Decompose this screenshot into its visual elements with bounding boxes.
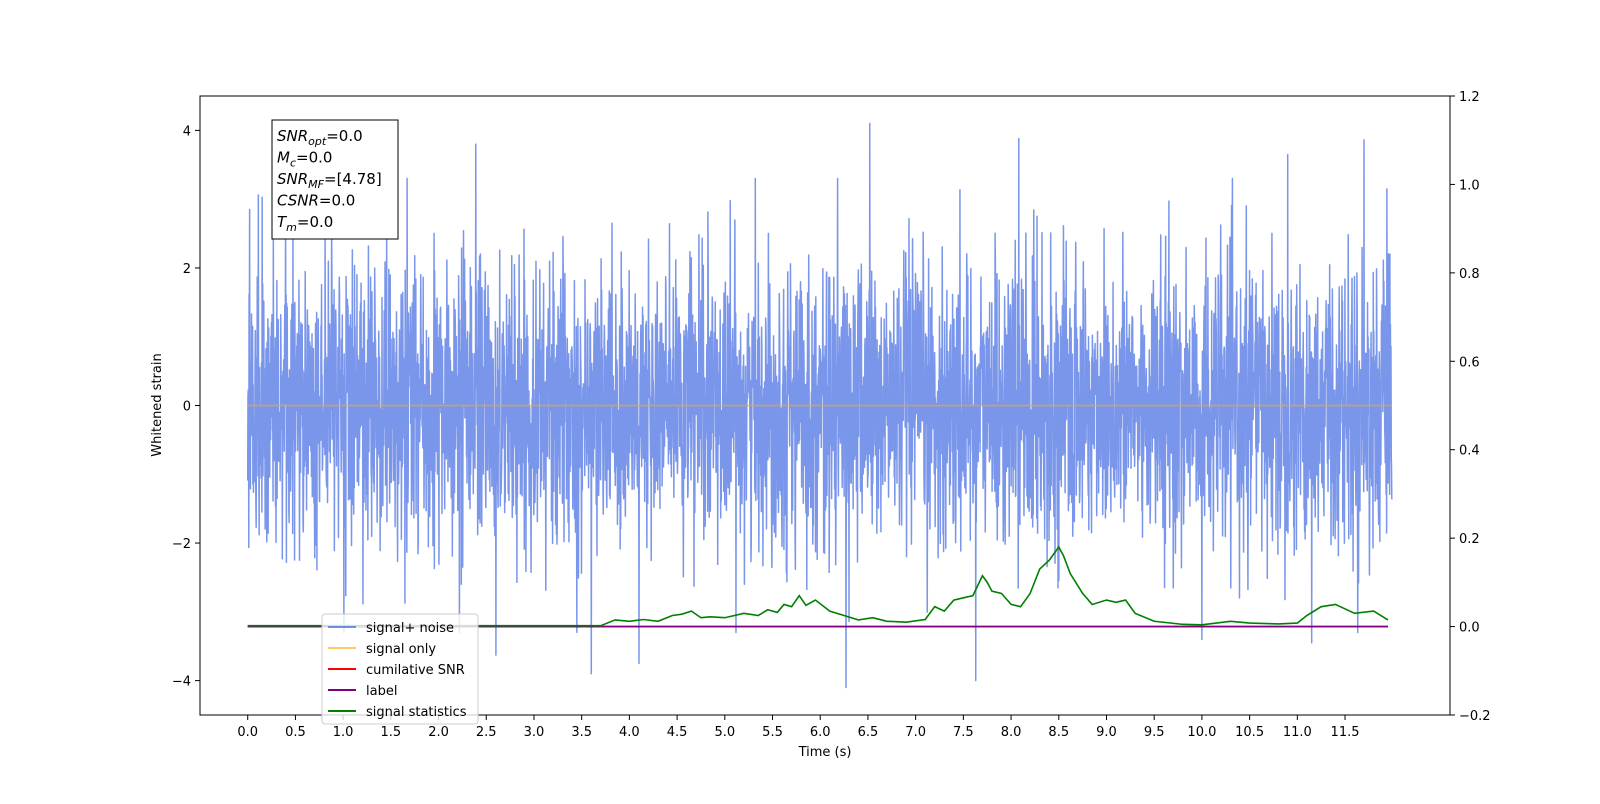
y-tick-label: 4 xyxy=(183,124,191,139)
x-tick-label: 1.0 xyxy=(333,725,354,740)
x-axis: 0.0 0.5 1.0 1.5 2.0 2.5 3.0 3.5 4.0 4.5 5.0 5.5 6.0 6… xyxy=(237,715,1360,740)
x-tick-label: 4.5 xyxy=(667,725,688,740)
legend-frame xyxy=(321,613,479,725)
x-axis-label: Time (s) xyxy=(798,745,852,760)
y2-tick-label: 0.2 xyxy=(1459,532,1480,547)
annotation-line: Mc=0.0 xyxy=(277,149,332,170)
y2-tick-label: 0.8 xyxy=(1459,267,1480,282)
y-axis-right: 1.2 1.0 0.8 0.6 0.4 0.2 0.0 −0.2 xyxy=(1450,90,1491,724)
x-tick-label: 8.5 xyxy=(1048,725,1069,740)
x-tick-label: 9.0 xyxy=(1096,725,1117,740)
x-tick-label: 8.0 xyxy=(1001,725,1022,740)
annotation-line: Tm=0.0 xyxy=(277,213,333,234)
legend-label-signal-only: signal only xyxy=(366,642,436,657)
x-tick-label: 3.0 xyxy=(524,725,545,740)
x-tick-label: 2.5 xyxy=(476,725,497,740)
series-signal-statistics xyxy=(247,545,1389,627)
x-tick-label: 7.0 xyxy=(905,725,926,740)
x-tick-label: 3.5 xyxy=(571,725,592,740)
y-axis-label: Whitened strain xyxy=(150,353,165,456)
y-tick-label: −2 xyxy=(172,537,191,552)
x-tick-label: 6.0 xyxy=(810,725,831,740)
y-tick-label: −4 xyxy=(172,675,191,690)
y-tick-label: 0 xyxy=(183,400,191,415)
y2-tick-label: 1.0 xyxy=(1459,178,1480,193)
annotation-line: SNRMF=[4.78] xyxy=(277,170,382,191)
y-axis-left: 4 2 0 −2 −4 xyxy=(172,124,200,690)
x-tick-label: 7.5 xyxy=(953,725,974,740)
legend: signal+ noise signal only cumilative SNR la… xyxy=(321,613,479,725)
x-tick-label: 0.0 xyxy=(237,725,258,740)
y2-tick-label: 0.4 xyxy=(1459,444,1480,459)
x-tick-label: 11.5 xyxy=(1331,725,1360,740)
y2-tick-label: 0.0 xyxy=(1459,621,1480,636)
x-tick-label: 2.0 xyxy=(428,725,449,740)
series-signal-noise xyxy=(246,122,1393,689)
x-tick-label: 5.0 xyxy=(714,725,735,740)
y-tick-label: 2 xyxy=(183,262,191,277)
y2-tick-label: 0.6 xyxy=(1459,355,1480,370)
x-tick-label: 9.5 xyxy=(1144,725,1165,740)
y2-tick-label: 1.2 xyxy=(1459,90,1480,105)
legend-label-cumilative-snr: cumilative SNR xyxy=(366,663,465,678)
x-tick-label: 1.5 xyxy=(380,725,401,740)
y2-tick-label: −0.2 xyxy=(1459,709,1491,724)
legend-label-label: label xyxy=(366,684,397,699)
annotation-line: CSNR=0.0 xyxy=(277,192,355,210)
x-tick-label: 4.0 xyxy=(619,725,640,740)
legend-label-signal-statistics: signal statistics xyxy=(366,705,467,720)
legend-label-signal-noise: signal+ noise xyxy=(366,621,454,636)
x-tick-label: 5.5 xyxy=(762,725,783,740)
x-tick-label: 11.0 xyxy=(1283,725,1312,740)
x-tick-label: 10.0 xyxy=(1187,725,1216,740)
x-tick-label: 0.5 xyxy=(285,725,306,740)
x-tick-label: 6.5 xyxy=(858,725,879,740)
annotation-line: SNRopt=0.0 xyxy=(277,127,363,148)
annotation-frame xyxy=(271,119,399,240)
x-tick-label: 10.5 xyxy=(1235,725,1264,740)
